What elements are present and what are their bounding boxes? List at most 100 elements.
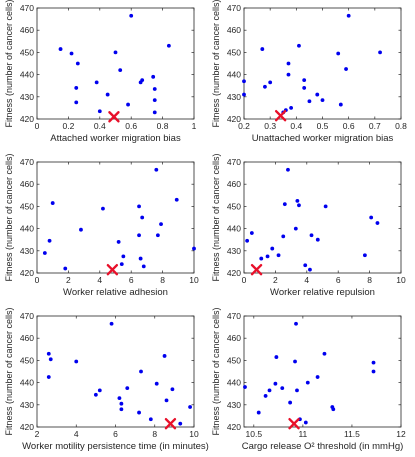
y-tick-label: 450 bbox=[227, 355, 241, 365]
chart-panel-6: 10.5 11 11.5 12 420 430 440 450 460 470 Cargo rele… bbox=[211, 307, 406, 452]
data-point bbox=[94, 80, 99, 85]
y-tick-label: 430 bbox=[227, 400, 241, 410]
chart-panel-1: 0 0.2 0.4 0.6 0.8 1 420 430 440 450 460 470 Attached… bbox=[4, 0, 197, 144]
x-tick-label: 0.4 bbox=[94, 121, 106, 131]
data-point bbox=[140, 78, 145, 83]
data-point bbox=[323, 204, 328, 209]
highlight-marker-stroke bbox=[274, 109, 287, 122]
x-tick-label: 2 bbox=[273, 275, 278, 285]
y-tick-label: 460 bbox=[227, 179, 241, 189]
data-point bbox=[47, 238, 52, 243]
highlight-marker bbox=[164, 417, 177, 430]
x-axis-label: Unattached worker migration bias bbox=[252, 133, 394, 144]
plot-area bbox=[36, 7, 195, 120]
y-axis-label: Fitness (number of cancer cells) bbox=[4, 307, 14, 435]
data-point bbox=[243, 385, 247, 389]
y-axis-label: Fitness (number of cancer cells) bbox=[211, 153, 221, 281]
x-axis-label: Attached worker migration bias bbox=[50, 133, 181, 144]
y-tick-label: 430 bbox=[20, 400, 34, 410]
data-point bbox=[137, 204, 141, 209]
y-tick-label: 460 bbox=[20, 179, 34, 189]
data-point bbox=[188, 405, 192, 409]
x-tick-label: 0.3 bbox=[264, 121, 276, 131]
y-axis-label: Fitness (number of cancer cells) bbox=[4, 153, 14, 281]
data-point bbox=[303, 420, 308, 425]
data-point bbox=[263, 84, 267, 89]
data-point bbox=[346, 13, 351, 18]
y-tick-label: 470 bbox=[20, 3, 34, 13]
data-point bbox=[166, 43, 171, 48]
data-point bbox=[286, 167, 290, 172]
data-point bbox=[75, 61, 80, 66]
data-point bbox=[294, 321, 298, 326]
data-point bbox=[42, 251, 47, 255]
data-point bbox=[113, 50, 118, 55]
data-point bbox=[322, 351, 327, 356]
y-tick-label: 440 bbox=[20, 378, 34, 388]
y-tick-label: 420 bbox=[227, 114, 241, 124]
x-tick-label: 0.8 bbox=[157, 121, 169, 131]
x-tick-label: 0 bbox=[35, 121, 40, 131]
x-tick-label: 8 bbox=[367, 275, 372, 285]
data-point bbox=[116, 240, 121, 244]
x-axis-label: Worker relative adhesion bbox=[63, 287, 168, 298]
data-point bbox=[344, 67, 348, 71]
data-point bbox=[289, 106, 293, 110]
highlight-marker bbox=[288, 417, 300, 430]
data-point bbox=[303, 263, 308, 268]
data-point bbox=[140, 215, 145, 220]
data-point bbox=[74, 86, 79, 90]
data-point bbox=[125, 386, 130, 391]
data-point bbox=[273, 381, 278, 386]
data-point bbox=[295, 388, 299, 393]
data-point bbox=[170, 387, 175, 392]
data-point bbox=[139, 369, 143, 374]
data-point bbox=[192, 246, 196, 251]
data-point bbox=[119, 407, 124, 412]
data-point bbox=[288, 400, 293, 405]
x-tick-label: 4 bbox=[74, 429, 79, 439]
y-tick-label: 420 bbox=[20, 268, 34, 278]
data-point bbox=[371, 360, 376, 365]
y-tick-label: 420 bbox=[20, 422, 34, 432]
x-tick-label: 12 bbox=[396, 429, 406, 439]
data-point bbox=[154, 381, 159, 386]
data-point bbox=[126, 102, 130, 107]
data-point bbox=[105, 92, 110, 97]
y-tick-label: 470 bbox=[227, 3, 241, 13]
data-point bbox=[154, 167, 159, 172]
data-point bbox=[308, 267, 312, 272]
highlight-marker bbox=[108, 111, 120, 123]
highlight-marker-stroke bbox=[288, 417, 300, 430]
y-tick-label: 460 bbox=[20, 333, 34, 343]
highlight-marker-stroke bbox=[250, 263, 263, 276]
x-tick-label: 6 bbox=[336, 275, 341, 285]
data-point bbox=[242, 92, 246, 97]
data-point bbox=[268, 80, 273, 85]
data-point bbox=[137, 410, 141, 415]
x-tick-label: 10 bbox=[396, 275, 406, 285]
x-tick-label: 11 bbox=[298, 429, 307, 439]
data-point bbox=[281, 234, 286, 239]
data-point bbox=[336, 51, 341, 56]
highlight-marker bbox=[250, 263, 263, 276]
y-tick-label: 430 bbox=[227, 246, 241, 256]
data-point bbox=[320, 98, 325, 103]
x-tick-label: 6 bbox=[113, 429, 118, 439]
x-tick-label: 8 bbox=[160, 275, 165, 285]
data-point bbox=[155, 233, 160, 238]
x-tick-label: 2 bbox=[66, 275, 71, 285]
y-tick-label: 430 bbox=[20, 92, 34, 102]
data-point bbox=[242, 79, 246, 84]
plot-area bbox=[243, 7, 402, 120]
data-point bbox=[259, 256, 264, 261]
data-point bbox=[293, 359, 297, 364]
x-tick-label: 1 bbox=[192, 121, 197, 131]
y-axis-label: Fitness (number of cancer cells) bbox=[4, 0, 14, 128]
data-point bbox=[270, 246, 275, 251]
data-point bbox=[338, 102, 343, 107]
data-point bbox=[46, 351, 51, 356]
data-point bbox=[375, 221, 380, 225]
highlight-marker-stroke bbox=[108, 111, 120, 123]
